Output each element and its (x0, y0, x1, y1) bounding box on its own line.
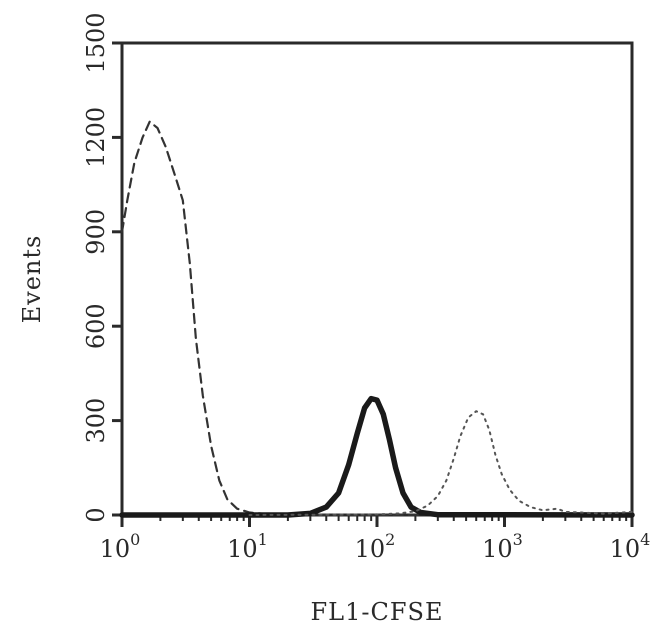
y-tick-label: 300 (82, 398, 110, 444)
x-tick-label: 100 (100, 530, 141, 563)
y-tick-label: 600 (82, 303, 110, 349)
x-tick-label: 102 (355, 530, 396, 563)
x-tick-label: 104 (610, 530, 651, 563)
x-axis-ticks: 100 101 102 103 104 (100, 515, 651, 563)
plot-frame (120, 41, 634, 517)
y-tick-label: 0 (82, 507, 110, 522)
series-dotted-line (248, 410, 633, 516)
series-solid-bold-line (119, 395, 635, 518)
series-dashed-line (120, 120, 634, 517)
x-axis-title: FL1-CFSE (311, 598, 444, 626)
y-tick-label: 900 (82, 209, 110, 255)
x-tick-label: 101 (227, 530, 268, 563)
x-tick-label: 103 (482, 530, 523, 563)
series-layer (119, 120, 635, 518)
y-axis-ticks: 0 300 600 900 1200 1500 (82, 12, 122, 523)
y-tick-label: 1200 (82, 107, 110, 168)
y-tick-label: 1500 (82, 12, 110, 73)
y-axis-title: Events (18, 235, 46, 324)
